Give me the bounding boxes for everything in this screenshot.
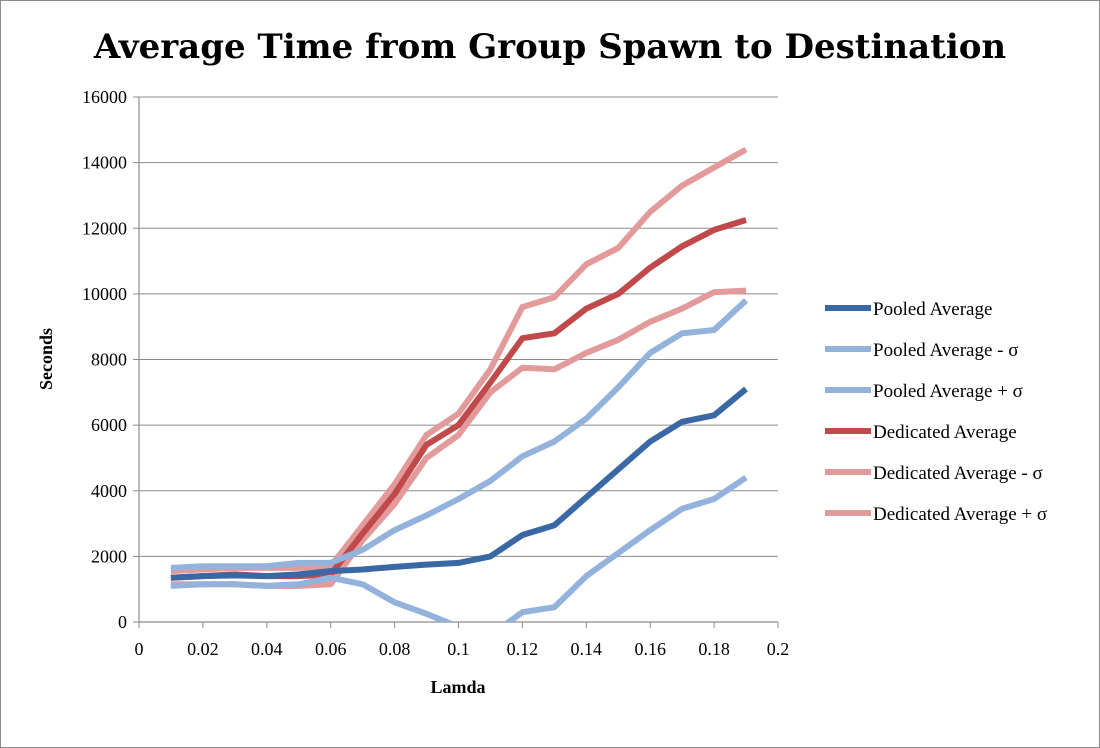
y-tick-label: 12000 [82,218,127,238]
y-tick-label: 8000 [91,350,127,370]
y-tick-label: 16000 [82,87,127,107]
legend-label-pooled-average: Pooled Average [873,299,992,320]
x-tick-label: 0.06 [315,639,347,659]
legend: Pooled Average Pooled Average - σ Pooled A… [825,299,1047,525]
y-tick-label: 14000 [82,153,127,173]
x-tick-label: 0.1 [447,639,470,659]
x-tick-label: 0 [135,639,144,659]
y-axis-title: Seconds [36,328,56,390]
y-tick-label: 2000 [91,546,127,566]
series-line-dedicated-average-plus-sigma [170,146,748,575]
series-line-pooled-average [170,386,748,581]
axes [133,96,779,628]
y-tick-label: 6000 [91,415,127,435]
x-tick-label: 0.02 [187,639,219,659]
x-tick-label: 0.18 [698,639,730,659]
series-lines [170,146,749,622]
y-tick-label: 0 [118,612,127,632]
chart-title: Average Time from Group Spawn to Destina… [93,27,1006,67]
x-tick-label: 0.16 [634,639,666,659]
tick-labels: 0 2000 4000 6000 8000 10000 12000 14000 16000 0 0.… [82,87,789,659]
x-axis-title: Lamda [430,677,485,697]
x-tick-label: 0.04 [251,639,283,659]
legend-label-pooled-average-minus-sigma: Pooled Average - σ [873,340,1019,361]
x-tick-label: 0.08 [379,639,411,659]
x-tick-label: 0.12 [507,639,539,659]
legend-label-dedicated-average: Dedicated Average [873,422,1017,443]
series-line-pooled-average-minus-sigma [170,475,748,622]
series-line-pooled-average-plus-sigma [170,298,749,571]
x-tick-label: 0.2 [767,639,790,659]
legend-label-dedicated-average-minus-sigma: Dedicated Average - σ [873,463,1043,484]
gridlines [139,96,778,557]
legend-label-dedicated-average-plus-sigma: Dedicated Average + σ [873,504,1047,525]
x-tick-label: 0.14 [571,639,603,659]
legend-label-pooled-average-plus-sigma: Pooled Average + σ [873,381,1023,402]
y-tick-label: 4000 [91,481,127,501]
y-tick-label: 10000 [82,284,127,304]
